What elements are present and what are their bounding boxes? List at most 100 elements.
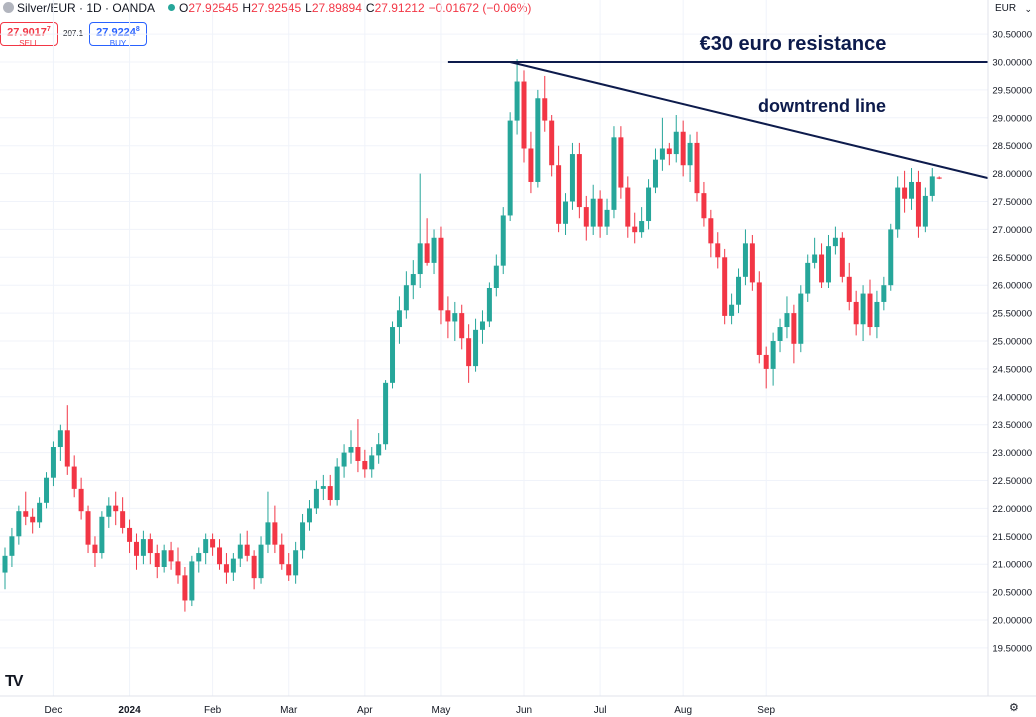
candle-body <box>604 209 610 227</box>
buy-price: 27.9224 <box>96 26 136 39</box>
time-tick-label: May <box>432 705 451 716</box>
candle-body <box>92 544 98 554</box>
price-tick-label: 21.50000 <box>992 532 1032 543</box>
settings-gear-icon[interactable]: ⚙ <box>1009 702 1019 714</box>
candle-body <box>355 447 361 461</box>
candle-body <box>825 246 831 283</box>
candle-body <box>715 243 721 258</box>
high-label: H <box>242 1 252 15</box>
candle-body <box>127 527 133 542</box>
candle-body <box>438 237 444 311</box>
price-tick-label: 23.50000 <box>992 420 1032 431</box>
candle-body <box>687 142 693 166</box>
candle-body <box>846 276 852 302</box>
candle-body <box>618 137 624 188</box>
candle-body <box>742 243 748 277</box>
low-label: L <box>305 1 312 15</box>
candle-body <box>500 215 506 266</box>
candle-body <box>784 313 790 328</box>
time-tick-label: Jul <box>594 705 607 716</box>
candle-body <box>154 553 160 567</box>
candle-body <box>16 511 22 537</box>
candle-body <box>459 313 465 339</box>
candle-body <box>71 466 77 489</box>
price-tick-label: 27.50000 <box>992 197 1032 208</box>
candle-body <box>50 447 56 478</box>
candle-body <box>583 207 589 227</box>
open-value: 27.92545 <box>188 1 239 15</box>
candle-body <box>300 522 306 551</box>
price-tick-label: 30.00000 <box>992 58 1032 69</box>
candle-body <box>272 522 278 545</box>
candle-body <box>230 558 236 573</box>
candle-body <box>666 148 672 155</box>
candle-body <box>334 466 340 501</box>
candle-body <box>625 187 631 227</box>
time-tick-label: Sep <box>757 705 775 716</box>
candle-body <box>106 505 112 517</box>
price-tick-label: 24.00000 <box>992 392 1032 403</box>
candle-body <box>493 265 499 288</box>
currency-selector[interactable]: EUR ⌄ <box>989 0 1036 18</box>
candle-body <box>611 137 617 210</box>
candle-body <box>749 243 755 283</box>
candle-body <box>812 254 818 263</box>
candle-body <box>390 327 396 383</box>
candle-body <box>542 98 548 121</box>
price-axis[interactable]: 19.50000 20.00000 20.50000 21.00000 21.50000… <box>987 0 1032 696</box>
candle-body <box>244 544 250 556</box>
candle-body <box>320 486 326 489</box>
buy-price-sup: 8 <box>135 26 140 33</box>
candle-body <box>652 159 658 188</box>
candle-body <box>376 444 382 456</box>
candle-body <box>279 544 285 565</box>
candle-body <box>646 187 652 222</box>
candle-body <box>120 511 126 528</box>
candle-body <box>133 541 139 556</box>
candle-body <box>694 142 700 194</box>
time-axis[interactable]: Dec 2024 Feb Mar Apr May Jun Jul Aug Sep <box>0 695 1036 716</box>
candle-body <box>597 198 603 227</box>
candle-body <box>210 539 216 548</box>
change-value: −0.01672 (−0.06%) <box>428 1 532 15</box>
price-tick-label: 29.50000 <box>992 85 1032 96</box>
candle-body <box>639 221 645 233</box>
chevron-down-icon: ⌄ <box>1024 4 1032 14</box>
candle-body <box>251 555 257 579</box>
candle-body <box>708 218 714 244</box>
candle-body <box>486 287 492 322</box>
price-tick-label: 20.50000 <box>992 588 1032 599</box>
candle-body <box>431 237 437 263</box>
candle-body <box>569 154 575 202</box>
tradingview-logo: TV <box>5 673 24 690</box>
candle-body <box>701 193 707 219</box>
candle-body <box>874 301 880 328</box>
candle-body <box>549 120 555 166</box>
candle-body <box>410 274 416 286</box>
candle-body <box>23 511 29 517</box>
candle-body <box>161 550 167 567</box>
candle-body <box>819 254 825 283</box>
candle-body <box>895 187 901 230</box>
candle-body <box>563 201 569 224</box>
time-tick-label: Feb <box>204 705 222 716</box>
candle-body <box>770 341 776 369</box>
symbol-title[interactable]: Silver/EUR · 1D · OANDA <box>3 1 155 15</box>
candle-body <box>383 382 389 445</box>
price-tick-label: 25.00000 <box>992 337 1032 348</box>
candle-body <box>556 165 562 224</box>
candle-body <box>85 511 91 545</box>
price-tick-label: 26.00000 <box>992 281 1032 292</box>
candle-body <box>286 564 292 576</box>
silver-symbol-icon <box>3 2 14 13</box>
price-tick-label: 26.50000 <box>992 253 1032 264</box>
candle-body <box>473 329 479 367</box>
low-value: 27.89894 <box>311 1 362 15</box>
candle-body <box>479 321 485 330</box>
candle-body <box>44 477 50 503</box>
market-status-icon <box>168 4 175 11</box>
candle-body <box>659 148 665 160</box>
downtrend-label: downtrend line <box>758 96 886 116</box>
downtrend-line[interactable] <box>509 61 989 180</box>
